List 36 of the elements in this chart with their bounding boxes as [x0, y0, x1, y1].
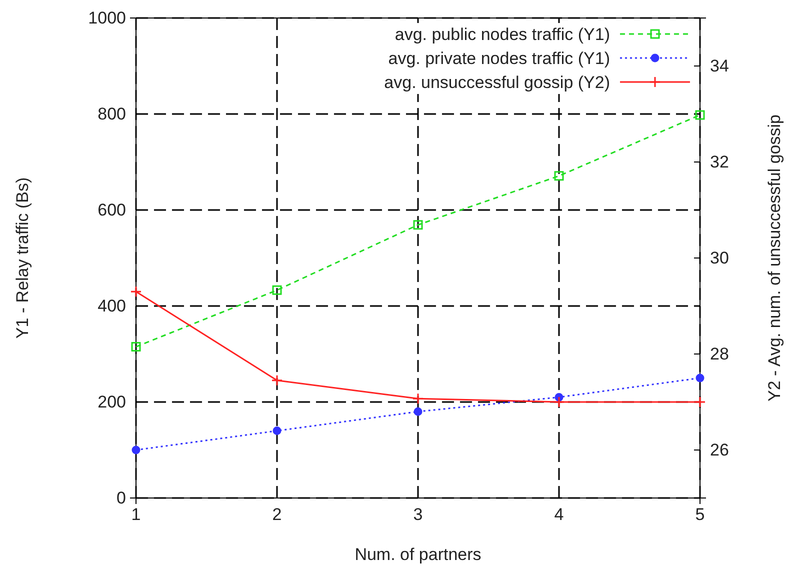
x-tick-label: 2 — [272, 505, 282, 524]
point — [553, 396, 565, 408]
point — [694, 396, 706, 408]
x-tick-label: 3 — [413, 505, 423, 524]
point — [272, 426, 282, 436]
point — [271, 374, 283, 386]
point — [554, 171, 564, 181]
y2-tick-label: 28 — [710, 344, 729, 364]
y2-tick-label: 34 — [710, 56, 729, 76]
y-tick-label: 400 — [98, 296, 126, 316]
y-tick-label: 0 — [116, 488, 126, 508]
point — [412, 392, 424, 404]
x-tick-label: 1 — [131, 505, 141, 524]
point — [696, 374, 704, 382]
y-tick-label: 800 — [98, 104, 126, 124]
point — [272, 285, 282, 295]
y2-tick-label: 26 — [710, 440, 729, 460]
y-tick-label: 1000 — [88, 8, 126, 28]
point — [695, 110, 705, 120]
y-tick-label: 200 — [98, 392, 126, 412]
point — [130, 286, 142, 298]
y2-tick-label: 30 — [710, 248, 729, 268]
x-axis-title: Num. of partners — [354, 545, 482, 564]
y2-axis-title: Y2 - Avg. num. of unsuccessful gossip — [765, 114, 784, 402]
y-tick-label: 600 — [98, 200, 126, 220]
x-tick-label: 4 — [554, 505, 564, 524]
legend-label: avg. public nodes traffic (Y1) — [394, 25, 610, 44]
point — [413, 220, 423, 230]
legend-label: avg. private nodes traffic (Y1) — [388, 49, 610, 68]
point — [414, 407, 422, 416]
x-tick-label: 5 — [695, 505, 705, 524]
legend-label: avg. unsuccessful gossip (Y2) — [384, 73, 610, 92]
y2-tick-label: 32 — [710, 152, 729, 172]
point — [131, 342, 141, 352]
point — [132, 446, 140, 454]
y-axis-title: Y1 - Relay traffic (Bs) — [13, 177, 32, 339]
